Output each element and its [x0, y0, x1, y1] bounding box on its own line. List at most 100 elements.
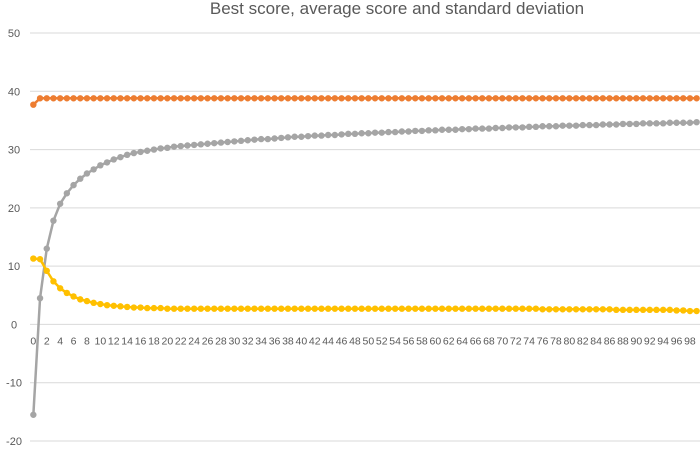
data-point — [579, 306, 586, 313]
y-tick-label: 10 — [8, 261, 20, 273]
x-tick-label: 96 — [671, 335, 683, 347]
y-tick-label: 20 — [8, 203, 20, 215]
data-point — [626, 120, 633, 128]
data-point — [257, 95, 265, 102]
x-tick-label: 58 — [416, 335, 428, 347]
data-point — [639, 120, 647, 127]
data-point — [586, 95, 593, 102]
data-point — [103, 159, 111, 166]
data-point — [130, 149, 138, 157]
data-point — [606, 95, 613, 102]
data-point — [626, 95, 633, 102]
data-point — [204, 140, 211, 147]
data-point — [492, 124, 499, 132]
data-point — [130, 95, 138, 102]
data-point — [130, 304, 138, 311]
data-point — [479, 125, 486, 132]
data-point — [512, 95, 519, 102]
data-point — [271, 95, 278, 102]
data-point — [646, 306, 653, 314]
data-point — [318, 305, 325, 312]
data-point — [378, 305, 385, 312]
data-point — [358, 305, 365, 312]
data-point — [144, 304, 151, 312]
data-point — [164, 144, 171, 152]
data-point — [425, 95, 432, 102]
data-point — [566, 306, 573, 313]
data-point — [445, 95, 452, 102]
data-point — [224, 138, 231, 146]
data-point — [284, 95, 292, 102]
x-tick-label: 80 — [564, 335, 576, 347]
data-point — [519, 124, 526, 131]
data-point — [311, 132, 318, 139]
data-point — [244, 305, 251, 312]
data-point — [251, 95, 258, 102]
data-point — [579, 121, 586, 129]
data-point — [351, 305, 359, 312]
data-point — [365, 95, 372, 102]
data-point — [539, 306, 546, 313]
data-point — [237, 137, 245, 145]
data-point — [36, 295, 44, 302]
data-point — [552, 95, 560, 102]
data-point — [519, 95, 526, 102]
data-point — [659, 120, 667, 127]
data-point — [284, 305, 292, 312]
data-point — [137, 304, 144, 311]
x-tick-label: 52 — [376, 335, 388, 347]
data-point — [358, 130, 365, 137]
data-point — [391, 128, 399, 136]
data-point — [304, 95, 312, 102]
data-point — [666, 306, 674, 314]
data-point — [619, 95, 627, 102]
data-point — [680, 95, 687, 102]
data-point — [398, 128, 406, 135]
y-tick-label: -10 — [6, 378, 22, 390]
data-point — [425, 305, 432, 312]
data-point — [572, 306, 580, 313]
data-point — [103, 95, 111, 102]
data-point — [472, 95, 479, 102]
data-point — [619, 306, 627, 314]
data-point — [144, 95, 151, 102]
data-point — [693, 118, 700, 126]
data-point — [90, 299, 97, 307]
x-tick-label: 68 — [483, 335, 495, 347]
data-point — [304, 305, 312, 312]
x-tick-label: 12 — [108, 335, 120, 347]
data-point — [666, 119, 674, 126]
data-point — [492, 305, 499, 312]
data-point — [626, 306, 633, 314]
data-point — [43, 95, 50, 102]
data-point — [418, 127, 426, 135]
x-tick-label: 24 — [188, 335, 200, 347]
data-point — [97, 162, 104, 169]
data-point — [345, 95, 352, 102]
data-point — [190, 305, 198, 312]
data-point — [70, 181, 77, 189]
data-point — [378, 129, 385, 136]
data-point — [599, 306, 607, 313]
data-point — [97, 95, 104, 102]
data-point — [686, 95, 694, 102]
data-point — [546, 306, 553, 313]
data-point — [613, 121, 620, 128]
data-point — [485, 125, 493, 132]
series-line — [32, 120, 697, 415]
data-point — [311, 305, 318, 312]
x-tick-label: 92 — [644, 335, 656, 347]
y-tick-label: 30 — [8, 145, 20, 157]
data-point — [666, 95, 674, 102]
data-point — [56, 200, 64, 207]
data-point — [371, 95, 379, 102]
data-point — [30, 411, 37, 418]
data-point — [653, 306, 660, 314]
data-point — [324, 305, 332, 312]
data-point — [398, 305, 406, 312]
x-tick-label: 42 — [309, 335, 321, 347]
data-point — [117, 95, 124, 102]
data-point — [338, 95, 345, 102]
data-point — [244, 95, 251, 102]
x-tick-label: 4 — [57, 335, 63, 347]
